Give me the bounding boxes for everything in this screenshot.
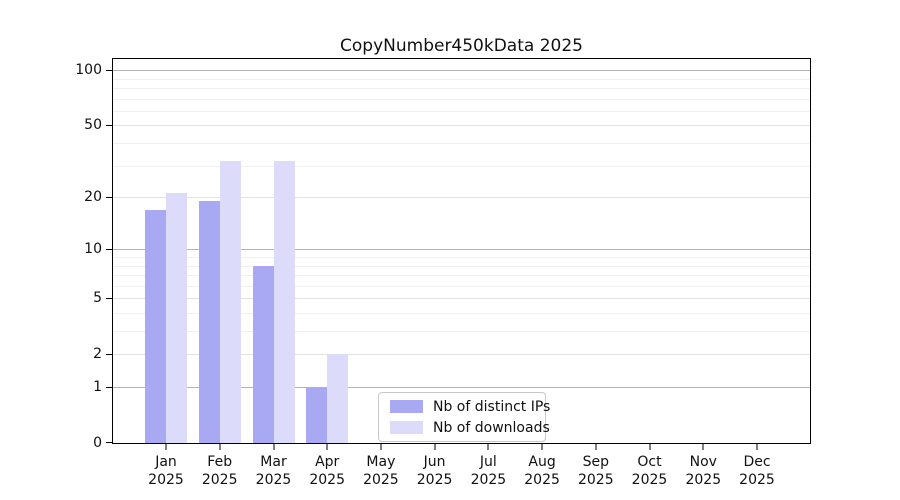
- legend-item-downloads: Nb of downloads: [390, 419, 550, 436]
- x-tick-label: Jun 2025: [416, 454, 453, 489]
- x-tick-label: Feb 2025: [201, 454, 238, 489]
- x-tick: [595, 444, 597, 450]
- gridline-minor: [113, 98, 810, 100]
- y-tick: [106, 387, 112, 388]
- x-tick: [434, 444, 436, 450]
- plot-area: Nb of distinct IPs Nb of downloads 0 1 2 5 1…: [75, 58, 811, 488]
- legend-swatch-distinct-ips: [390, 400, 423, 413]
- legend-item-distinct-ips: Nb of distinct IPs: [390, 398, 550, 415]
- x-tick-label: Sep 2025: [577, 454, 614, 489]
- x-tick: [702, 444, 704, 450]
- x-tick-label: Nov 2025: [685, 454, 722, 489]
- x-tick: [219, 444, 221, 450]
- chart-title: CopyNumber450kData 2025: [340, 36, 583, 56]
- y-tick: [106, 197, 112, 199]
- bar-distinct-ips: [198, 201, 220, 443]
- x-tick: [487, 444, 489, 450]
- x-tick: [273, 444, 274, 450]
- gridline-minor: [113, 275, 810, 276]
- y-tick-label: 1: [93, 379, 102, 395]
- gridline-minor: [113, 265, 810, 267]
- bar-downloads: [327, 354, 349, 443]
- x-tick: [541, 444, 543, 450]
- gridline-minor: [113, 285, 810, 287]
- gridline-minor: [113, 110, 810, 112]
- x-tick: [649, 444, 650, 450]
- x-tick: [165, 444, 167, 450]
- y-tick: [106, 354, 112, 356]
- y-tick-label: 10: [84, 241, 102, 258]
- x-tick-label: Oct 2025: [631, 454, 668, 489]
- x-tick: [380, 444, 382, 450]
- y-tick-label: 0: [93, 435, 102, 451]
- gridline-major: [113, 197, 810, 199]
- bar-distinct-ips: [306, 387, 328, 443]
- x-tick-label: Dec 2025: [739, 454, 775, 489]
- y-tick-label: 5: [93, 290, 102, 307]
- gridline-major: [113, 249, 810, 251]
- y-tick: [106, 125, 112, 127]
- gridline-major: [113, 298, 810, 300]
- legend: Nb of distinct IPs Nb of downloads: [378, 392, 550, 442]
- gridline-minor: [113, 78, 810, 80]
- x-tick-label: May 2025: [363, 454, 399, 489]
- y-tick: [106, 298, 112, 300]
- gridline-minor: [113, 143, 810, 144]
- x-tick: [756, 444, 758, 450]
- x-tick: [326, 444, 328, 450]
- gridline-major: [113, 354, 810, 356]
- x-tick-label: Mar 2025: [255, 454, 292, 489]
- bar-distinct-ips: [145, 209, 166, 443]
- gridline-major: [113, 387, 810, 388]
- gridline-minor: [113, 88, 810, 89]
- x-tick-label: Jan 2025: [148, 454, 184, 489]
- gridline-minor: [113, 257, 810, 258]
- y-tick: [106, 249, 112, 251]
- bar-downloads: [219, 160, 241, 443]
- gridline-major: [113, 70, 810, 72]
- y-tick-label: 100: [75, 62, 102, 79]
- y-tick: [106, 70, 112, 72]
- legend-swatch-downloads: [390, 421, 423, 434]
- gridline-major: [113, 125, 810, 127]
- bar-downloads: [273, 160, 295, 443]
- x-tick-label: Apr 2025: [309, 454, 346, 489]
- y-tick-label: 20: [84, 189, 102, 206]
- y-tick: [106, 442, 112, 443]
- bar-distinct-ips: [252, 265, 274, 443]
- y-tick-label: 2: [93, 346, 102, 363]
- x-tick-label: Jul 2025: [470, 454, 507, 489]
- bar-downloads: [166, 193, 187, 443]
- gridline-minor: [113, 313, 810, 314]
- legend-label-distinct-ips: Nb of distinct IPs: [433, 398, 551, 415]
- gridline-minor: [113, 331, 810, 332]
- gridline-minor: [113, 165, 810, 167]
- y-tick-label: 50: [84, 117, 102, 134]
- legend-label-downloads: Nb of downloads: [433, 419, 550, 436]
- x-tick-label: Aug 2025: [524, 454, 560, 489]
